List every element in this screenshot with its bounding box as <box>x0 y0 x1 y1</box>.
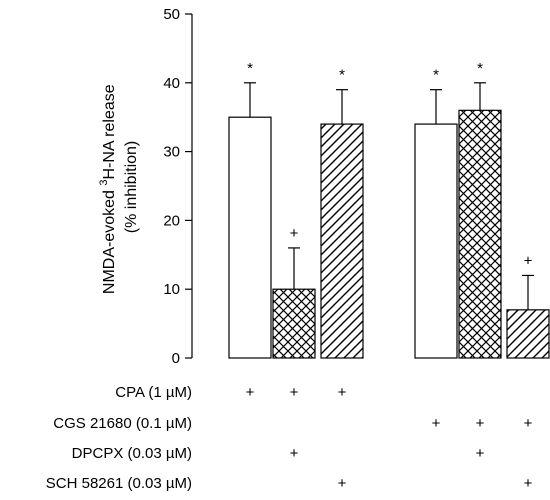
y-tick-label: 10 <box>163 281 180 298</box>
treatment-mark: + <box>432 415 441 432</box>
treatment-mark: + <box>338 384 347 401</box>
significance-marker: * <box>247 60 253 77</box>
significance-marker: * <box>339 67 345 84</box>
significance-marker: * <box>433 67 439 84</box>
treatment-table: CPA (1 µM) + + + CGS 21680 (0.1 µM) + + + DPCPX … <box>46 384 533 492</box>
y-axis: 0 10 20 30 40 50 <box>163 6 193 367</box>
treatment-mark: + <box>524 415 533 432</box>
y-tick-label: 30 <box>163 144 180 161</box>
treatment-mark: + <box>476 415 485 432</box>
significance-marker: * <box>477 60 483 77</box>
significance-marker: + <box>290 225 299 242</box>
bar <box>272 288 316 359</box>
treatment-mark: + <box>524 475 533 492</box>
bar <box>414 123 458 359</box>
treatment-label: DPCPX (0.03 µM) <box>72 445 192 462</box>
treatment-mark: + <box>290 384 299 401</box>
y-tick-label: 40 <box>163 75 180 92</box>
treatment-label: CPA (1 µM) <box>115 384 192 401</box>
y-tick-label: 0 <box>172 350 180 367</box>
treatment-label: SCH 58261 (0.03 µM) <box>46 475 192 492</box>
significance-marker: + <box>524 252 533 269</box>
bars: * + * * * + <box>228 60 550 359</box>
bar <box>458 109 502 359</box>
y-tick-label: 50 <box>163 6 180 23</box>
y-axis-title: NMDA-evoked 3H-NA release (% inhibition) <box>98 80 140 294</box>
bar <box>320 123 364 359</box>
treatment-mark: + <box>476 445 485 462</box>
treatment-label: CGS 21680 (0.1 µM) <box>53 415 192 432</box>
y-axis-title-line2: (% inhibition) <box>123 141 140 233</box>
treatment-mark: + <box>290 445 299 462</box>
bar <box>228 116 272 359</box>
treatment-mark: + <box>338 475 347 492</box>
y-axis-title-line1: NMDA-evoked 3H-NA release <box>98 84 118 294</box>
bar <box>506 309 550 359</box>
treatment-mark: + <box>246 384 255 401</box>
y-tick-label: 20 <box>163 212 180 229</box>
